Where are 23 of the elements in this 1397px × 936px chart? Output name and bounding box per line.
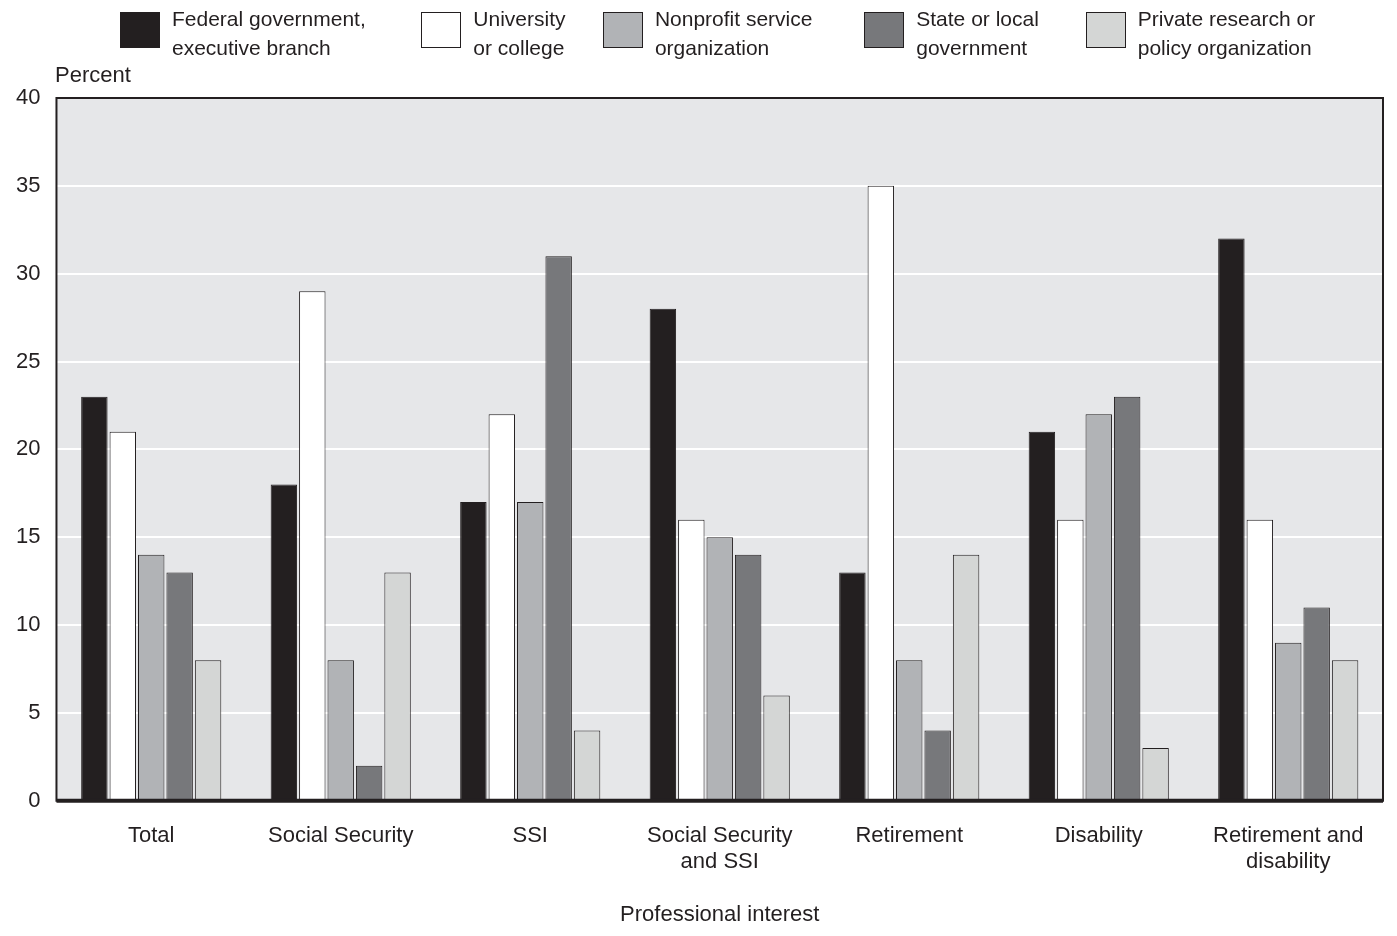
y-tick-label: 20: [15, 435, 41, 461]
y-tick-label: 5: [28, 699, 41, 725]
y-tick-label: 35: [15, 171, 41, 197]
y-tick-label: 25: [15, 347, 41, 373]
y-tick-label: 40: [15, 84, 41, 110]
x-tick-label: SSI: [512, 822, 548, 848]
legend-label: University or college: [473, 6, 567, 61]
legend-label: Private research or policy organization: [1137, 6, 1317, 61]
y-axis-title: Percent: [55, 62, 131, 88]
x-tick-label: Retirement: [855, 822, 964, 848]
x-tick-label: Social Security: [267, 822, 414, 848]
legend-label: Nonprofit service organization: [654, 6, 814, 61]
y-tick-label: 10: [15, 611, 41, 637]
legend-label: State or local government: [916, 6, 1040, 61]
x-axis-title: Professional interest: [620, 900, 820, 926]
x-tick-label: Retirement and disability: [1213, 822, 1364, 874]
legend-label: Federal government, executive branch: [172, 6, 367, 61]
x-tick-label: Total: [127, 822, 175, 848]
y-tick-label: 30: [15, 259, 41, 285]
y-tick-label: 0: [28, 786, 41, 812]
y-tick-label: 15: [15, 523, 41, 549]
x-tick-label: Social Security and SSI: [646, 822, 793, 874]
x-tick-label: Disability: [1054, 822, 1143, 848]
